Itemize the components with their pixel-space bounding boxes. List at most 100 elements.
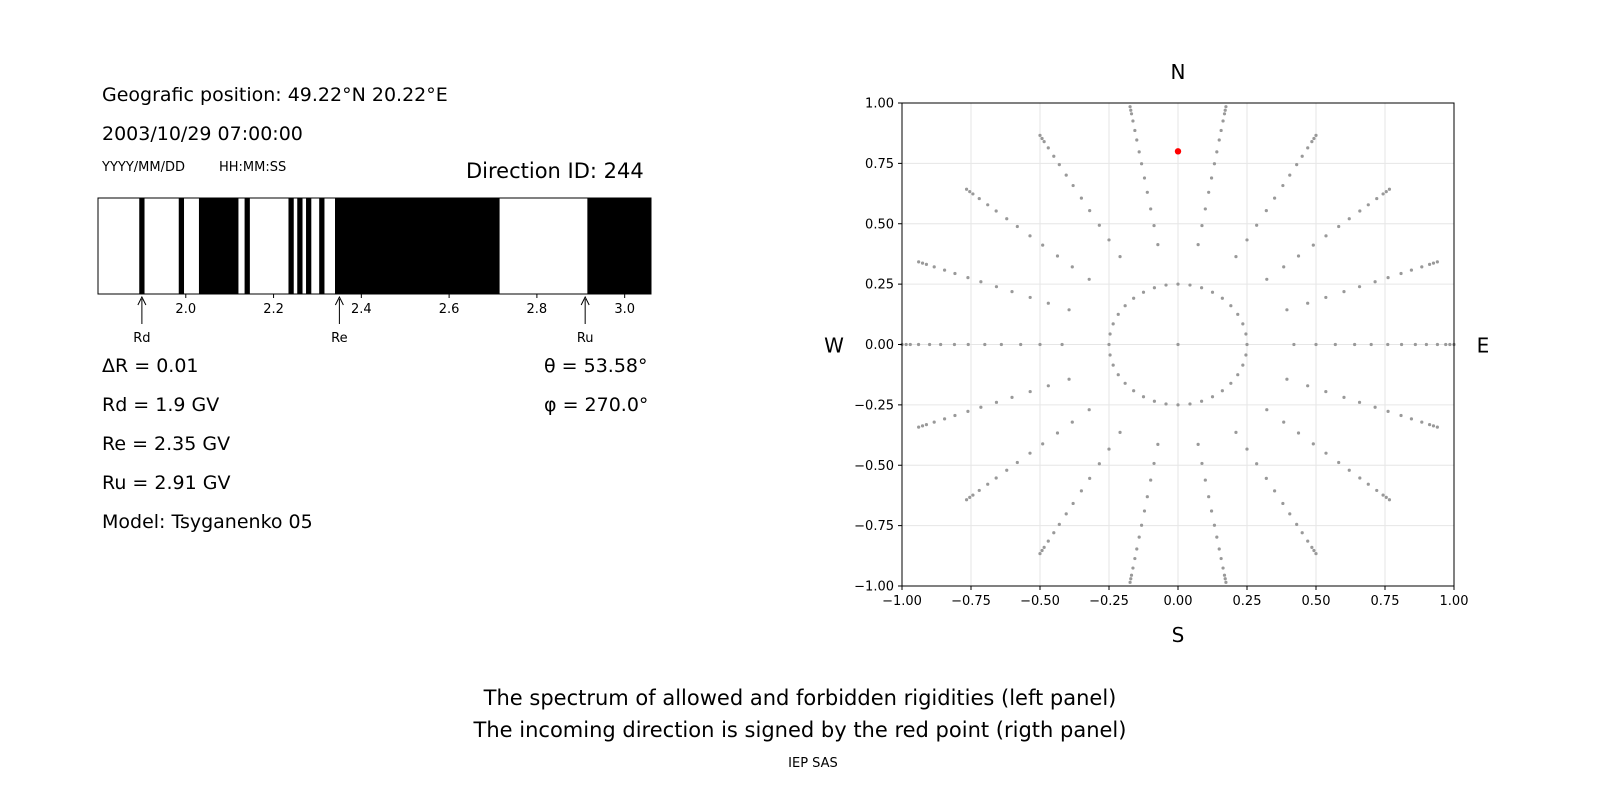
direction-point bbox=[1292, 342, 1296, 347]
direction-point bbox=[1156, 442, 1160, 446]
direction-point bbox=[1199, 399, 1204, 403]
direction-point bbox=[999, 342, 1003, 347]
direction-point bbox=[1152, 223, 1156, 228]
direction-point bbox=[1135, 138, 1139, 142]
direction-point bbox=[1431, 424, 1436, 428]
direction-point bbox=[1369, 342, 1373, 347]
direction-point bbox=[916, 342, 921, 347]
direction-point bbox=[942, 417, 947, 421]
direction-point bbox=[1129, 112, 1134, 116]
direction-point bbox=[1046, 384, 1050, 388]
direction-point bbox=[1132, 389, 1136, 393]
direction-point bbox=[1107, 342, 1111, 347]
direction-point bbox=[1245, 447, 1249, 451]
direction-point bbox=[1028, 295, 1032, 300]
direction-point bbox=[1241, 363, 1245, 367]
direction-point bbox=[1386, 275, 1390, 280]
direction-point bbox=[1164, 402, 1168, 406]
marker-arrowhead bbox=[580, 295, 590, 306]
direction-point bbox=[1108, 353, 1112, 357]
direction-point bbox=[1212, 523, 1217, 527]
x-tick-label: 2.4 bbox=[351, 302, 372, 317]
direction-point bbox=[1413, 342, 1417, 347]
direction-point bbox=[1311, 243, 1315, 247]
y-tick-label: 0.25 bbox=[865, 278, 894, 293]
direction-point bbox=[1149, 478, 1153, 482]
direction-point bbox=[1264, 476, 1268, 480]
marker-label-ru: Ru bbox=[577, 331, 594, 346]
direction-point bbox=[1038, 342, 1042, 347]
direction-point bbox=[1088, 476, 1092, 480]
x-tick-label: 0.25 bbox=[1233, 594, 1262, 609]
direction-point bbox=[1176, 342, 1180, 347]
forbidden-band bbox=[319, 198, 325, 294]
marker-arrowhead bbox=[137, 295, 147, 306]
direction-point bbox=[1222, 112, 1227, 116]
direction-point bbox=[1164, 283, 1168, 287]
x-tick-label: −0.25 bbox=[1089, 594, 1129, 609]
direction-point bbox=[1306, 146, 1310, 150]
direction-point bbox=[1200, 461, 1204, 466]
direction-point bbox=[1306, 384, 1310, 388]
direction-point bbox=[1366, 482, 1370, 486]
direction-point bbox=[1300, 531, 1304, 535]
direction-point bbox=[1123, 381, 1127, 385]
direction-point bbox=[917, 260, 921, 264]
direction-point bbox=[1306, 301, 1310, 305]
spectrum-x-axis: 2.0 2.2 2.4 2.6 2.8 3.0 bbox=[175, 294, 635, 317]
direction-point bbox=[1139, 162, 1144, 166]
direction-point bbox=[1046, 301, 1050, 305]
y-tick-label: −0.75 bbox=[854, 519, 894, 534]
direction-point bbox=[932, 265, 936, 269]
direction-point bbox=[1070, 420, 1074, 424]
direction-point bbox=[1041, 442, 1045, 446]
direction-point bbox=[1129, 108, 1133, 112]
direction-point bbox=[1224, 580, 1228, 584]
direction-point bbox=[1399, 342, 1404, 347]
direction-point bbox=[1234, 430, 1238, 434]
direction-point bbox=[942, 268, 947, 272]
direction-point bbox=[1399, 271, 1403, 276]
direction-point bbox=[1215, 150, 1219, 154]
direction-point bbox=[1366, 203, 1370, 207]
direction-point bbox=[1042, 140, 1046, 144]
direction-point bbox=[1444, 342, 1448, 347]
direction-point bbox=[1373, 405, 1377, 409]
direction-point bbox=[1342, 290, 1346, 294]
forbidden-band bbox=[335, 198, 500, 294]
date-format-label: YYYY/MM/DD bbox=[102, 160, 185, 175]
direction-point bbox=[953, 271, 957, 276]
direction-point bbox=[1288, 512, 1292, 516]
x-tick-label: −0.75 bbox=[951, 594, 991, 609]
direction-point bbox=[1387, 498, 1392, 502]
direction-point bbox=[1264, 209, 1268, 213]
direction-point bbox=[1337, 224, 1341, 229]
direction-point bbox=[1381, 192, 1385, 196]
direction-point bbox=[1435, 425, 1439, 429]
x-tick-label: 1.00 bbox=[1440, 594, 1469, 609]
direction-point bbox=[1220, 296, 1224, 300]
direction-point bbox=[1265, 277, 1269, 281]
direction-point bbox=[1435, 342, 1440, 347]
direction-point bbox=[1311, 442, 1315, 446]
direction-point bbox=[1281, 501, 1285, 506]
direction-point bbox=[1200, 223, 1204, 228]
direction-point bbox=[1381, 493, 1385, 497]
direction-point bbox=[1129, 573, 1134, 577]
direction-point bbox=[1038, 133, 1042, 137]
direction-point bbox=[1229, 381, 1233, 385]
direction-point bbox=[1223, 577, 1227, 581]
direction-point bbox=[1273, 196, 1277, 200]
direction-point bbox=[1333, 342, 1337, 347]
direction-point bbox=[983, 342, 987, 347]
direction-point bbox=[1196, 442, 1200, 446]
direction-point bbox=[1131, 566, 1135, 570]
direction-point bbox=[971, 192, 975, 196]
direction-point bbox=[1087, 408, 1091, 412]
direction-point bbox=[1431, 261, 1436, 265]
direction-point bbox=[1133, 128, 1137, 133]
direction-point bbox=[1224, 105, 1228, 109]
forbidden-band bbox=[139, 198, 145, 294]
compass-east: E bbox=[1477, 334, 1490, 358]
direction-id: Direction ID: 244 bbox=[466, 159, 644, 183]
